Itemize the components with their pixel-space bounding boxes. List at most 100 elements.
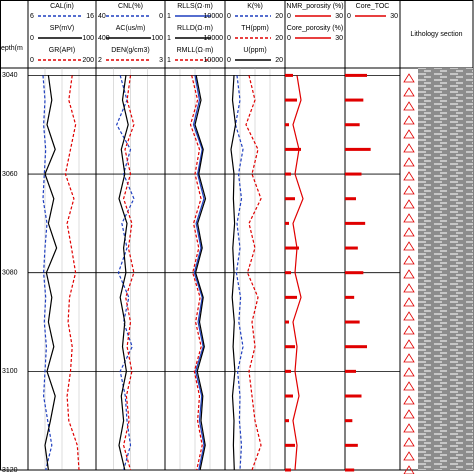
- log-curve: [42, 75, 53, 471]
- scale-max: 16: [86, 13, 94, 20]
- lithology-symbol: [403, 101, 415, 111]
- lithology-column: [418, 68, 473, 470]
- depth-tick-label: 3120: [2, 467, 18, 474]
- lithology-symbol: [403, 297, 415, 307]
- core-bar: [285, 197, 295, 201]
- depth-tick-label: 3060: [2, 171, 18, 178]
- depth-tick-label: 3080: [2, 270, 18, 277]
- scale-min: 40: [98, 13, 106, 20]
- core-bar: [345, 197, 356, 201]
- lithology-symbol: [403, 199, 415, 209]
- lithology-symbol: [403, 423, 415, 433]
- lithology-symbol: [403, 339, 415, 349]
- scale-min: 1: [167, 35, 171, 42]
- core-bar: [345, 123, 360, 127]
- core-bar: [285, 295, 297, 299]
- curve-name: AC(us/m): [116, 25, 146, 32]
- scale-max: 100: [82, 35, 94, 42]
- lithology-symbol: [403, 269, 415, 279]
- core-bar: [285, 221, 289, 225]
- scale-max: 30: [390, 13, 398, 20]
- core-bar: [345, 345, 367, 349]
- lithology-symbol: [403, 395, 415, 405]
- lithology-symbol: [403, 185, 415, 195]
- curve-name: NMR_porosity (%): [286, 3, 343, 10]
- scale-min: 6: [30, 13, 34, 20]
- core-bar: [345, 468, 355, 472]
- curve-name: TH(ppm): [241, 25, 269, 32]
- lithology-symbol: [403, 381, 415, 391]
- scale-max: 20: [275, 13, 283, 20]
- lithology-symbol: [403, 129, 415, 139]
- scale-min: 1: [167, 13, 171, 20]
- core-bar: [285, 147, 301, 151]
- core-bar: [345, 443, 358, 447]
- curve-name: RLLS(Ω·m): [177, 3, 213, 10]
- scale-max: 10000: [204, 35, 224, 42]
- curve-name: CAL(in): [50, 3, 74, 10]
- core-bar: [285, 369, 291, 373]
- core-bar: [285, 468, 291, 472]
- curve-name: CNL(%): [118, 3, 143, 10]
- curve-name: SP(mV): [50, 25, 75, 32]
- curve-name: Core_TOC: [356, 3, 390, 10]
- depth-tick-label: 3040: [2, 72, 18, 79]
- scale-max: 30: [335, 35, 343, 42]
- log-curve: [292, 75, 304, 471]
- scale-max: 20: [275, 35, 283, 42]
- curve-name: RMLL(Ω·m): [177, 47, 214, 54]
- core-bar: [345, 320, 360, 324]
- lithology-symbol: [403, 311, 415, 321]
- core-bar: [285, 98, 297, 102]
- scale-min: 0: [227, 13, 231, 20]
- core-bar: [345, 172, 362, 176]
- log-curve: [122, 75, 135, 471]
- core-bar: [285, 246, 299, 250]
- lithology-symbol: [403, 213, 415, 223]
- depth-label: epth(m: [1, 45, 23, 52]
- scale-min: 0: [227, 35, 231, 42]
- log-curve: [234, 75, 244, 471]
- core-bar: [345, 73, 367, 77]
- scale-max: 0: [159, 13, 163, 20]
- depth-tick-label: 3100: [2, 368, 18, 375]
- scale-min: 0: [287, 35, 291, 42]
- lithology-symbol: [403, 115, 415, 125]
- core-bar: [285, 172, 291, 176]
- lithology-symbol: [403, 171, 415, 181]
- lithology-symbol: [403, 143, 415, 153]
- core-bar: [345, 246, 358, 250]
- lithology-symbol: [403, 451, 415, 461]
- core-bar: [345, 147, 371, 151]
- core-bar: [285, 419, 289, 423]
- curve-name: Core_porosity (%): [287, 25, 343, 32]
- scale-min: 400: [98, 35, 110, 42]
- lithology-symbol: [403, 157, 415, 167]
- lithology-symbol: [403, 437, 415, 447]
- core-bar: [345, 98, 364, 102]
- core-bar: [345, 271, 364, 275]
- scale-max: 30: [335, 13, 343, 20]
- curve-name: K(%): [247, 3, 263, 10]
- core-bar: [285, 443, 295, 447]
- log-curve: [194, 75, 207, 471]
- curve-name: U(ppm): [243, 47, 266, 54]
- curve-name: DEN(g/cm3): [111, 47, 150, 54]
- lithology-symbol: [403, 87, 415, 97]
- core-bar: [285, 394, 293, 398]
- lithology-symbol: [403, 73, 415, 83]
- lithology-symbol: [403, 227, 415, 237]
- scale-max: 10000: [204, 57, 224, 64]
- lithology-symbol: [403, 367, 415, 377]
- lithology-symbol: [403, 283, 415, 293]
- curve-name: RLLD(Ω·m): [177, 25, 213, 32]
- log-curve: [230, 75, 237, 471]
- lithology-symbol: [403, 465, 415, 474]
- track-title: Lithology section: [410, 31, 462, 38]
- scale-min: 0: [347, 13, 351, 20]
- scale-min: 2: [98, 57, 102, 64]
- scale-max: 3: [159, 57, 163, 64]
- core-bar: [345, 394, 362, 398]
